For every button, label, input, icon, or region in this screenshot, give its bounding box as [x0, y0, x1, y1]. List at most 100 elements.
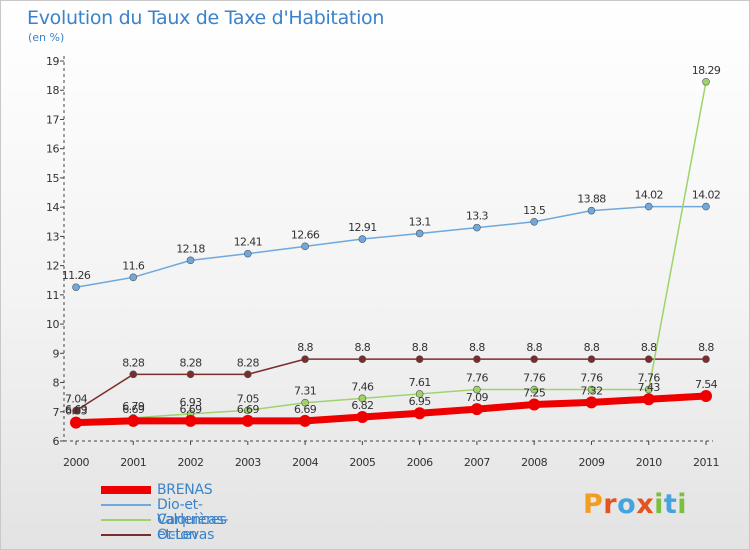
- y-tick-label: 12: [46, 260, 59, 273]
- data-label: 7.04: [65, 393, 88, 406]
- x-tick-label: 2002: [178, 456, 204, 469]
- data-point: [587, 385, 596, 394]
- legend-swatch: [101, 519, 151, 521]
- legend-label: Octon: [157, 527, 198, 543]
- data-point: [642, 393, 655, 406]
- data-label: 7.32: [580, 384, 602, 397]
- chart-title: Evolution du Taux de Taxe d'Habitation: [27, 7, 385, 29]
- logo-letter: o: [617, 489, 637, 520]
- data-point: [72, 283, 80, 292]
- y-tick-label: 6: [53, 435, 60, 448]
- legend-swatch: [101, 504, 151, 506]
- data-point: [473, 355, 481, 363]
- y-tick-label: 15: [46, 172, 59, 185]
- data-point: [186, 256, 195, 265]
- data-point: [473, 385, 481, 394]
- data-label: 7.76: [580, 372, 603, 385]
- data-point: [129, 370, 138, 379]
- data-label: 12.18: [176, 242, 205, 255]
- data-point: [184, 414, 197, 427]
- data-label: 7.09: [466, 391, 489, 404]
- logo-letter: i: [654, 489, 664, 520]
- data-label: 8.8: [469, 341, 485, 354]
- proxiti-logo: Proxiti: [583, 489, 687, 520]
- data-label: 8.8: [412, 341, 428, 354]
- logo-letter: i: [677, 489, 688, 520]
- data-label: 8.28: [122, 356, 145, 369]
- data-point: [70, 416, 82, 429]
- data-point: [702, 77, 710, 86]
- legend-label: BRENAS: [157, 482, 213, 498]
- data-label: 8.28: [237, 356, 260, 369]
- data-point: [644, 355, 653, 363]
- data-label: 7.25: [523, 386, 546, 399]
- data-label: 6.69: [237, 403, 260, 416]
- y-tick-label: 14: [46, 201, 59, 214]
- data-point: [415, 355, 424, 363]
- data-point: [528, 398, 541, 411]
- data-label: 12.66: [291, 228, 320, 241]
- data-point: [358, 235, 367, 243]
- x-tick-label: 2011: [693, 456, 719, 469]
- data-point: [127, 414, 140, 427]
- legend-label: Dio-et-Valquières: [157, 497, 227, 528]
- data-label: 11.6: [122, 259, 145, 272]
- x-tick-label: 2005: [349, 456, 375, 469]
- data-label: 8.8: [526, 341, 542, 354]
- x-tick-label: 2001: [120, 456, 146, 469]
- data-label: 13.3: [466, 210, 489, 223]
- logo-letter: r: [603, 489, 618, 520]
- data-label: 8.8: [698, 341, 714, 354]
- y-tick-label: 17: [46, 113, 59, 126]
- data-label: 13.88: [577, 193, 606, 206]
- data-label: 7.54: [695, 378, 718, 391]
- chart-axes: 6 7 8 9 10 11 12 13 14 15 16 17 18 19 2000 2001 2002 2003…: [46, 55, 720, 469]
- chart-unit: (en %): [28, 31, 65, 44]
- logo-letter: P: [583, 489, 604, 520]
- legend-swatch: [101, 534, 151, 536]
- data-point: [530, 355, 538, 363]
- y-tick-label: 19: [46, 55, 59, 68]
- data-label: 14.02: [692, 189, 721, 202]
- data-label: 6.82: [351, 399, 373, 412]
- data-label: 7.76: [638, 372, 661, 385]
- x-tick-label: 2010: [636, 456, 662, 469]
- data-point: [301, 242, 309, 251]
- x-tick-label: 2009: [578, 456, 604, 469]
- y-tick-label: 11: [46, 289, 59, 302]
- data-label: 18.29: [692, 64, 721, 77]
- data-label: 8.8: [641, 341, 657, 354]
- data-label: 7.76: [523, 372, 546, 385]
- data-label: 8.8: [584, 341, 600, 354]
- legend-label: Carlencas-et-Levas: [157, 512, 229, 543]
- series-line-carlencas-et-levas: [75, 81, 707, 422]
- data-label: 13.1: [409, 215, 431, 228]
- chart-series: [70, 77, 712, 429]
- series-line-octon: [75, 358, 707, 412]
- data-point: [644, 385, 653, 394]
- y-tick-label: 18: [46, 84, 59, 97]
- data-point: [413, 407, 426, 420]
- x-tick-label: 2006: [407, 456, 433, 469]
- data-label: 7.05: [237, 392, 260, 405]
- data-point: [244, 370, 252, 379]
- data-label: 8.8: [297, 341, 313, 354]
- data-label: 8.8: [355, 341, 371, 354]
- data-point: [241, 414, 254, 427]
- x-tick-label: 2007: [464, 456, 490, 469]
- data-label: 6.79: [122, 400, 145, 413]
- data-point: [587, 206, 596, 215]
- data-label: 6.69: [65, 403, 88, 416]
- data-point: [470, 403, 483, 416]
- y-tick-label: 9: [53, 347, 60, 360]
- data-label: 7.31: [294, 385, 316, 398]
- data-point: [702, 355, 710, 363]
- data-label: 6.69: [294, 403, 317, 416]
- data-label: 11.26: [62, 269, 91, 282]
- data-label: 8.28: [179, 356, 202, 369]
- data-label: 6.69: [122, 403, 145, 416]
- data-point: [473, 223, 481, 232]
- series-line-brenas: [72, 392, 710, 427]
